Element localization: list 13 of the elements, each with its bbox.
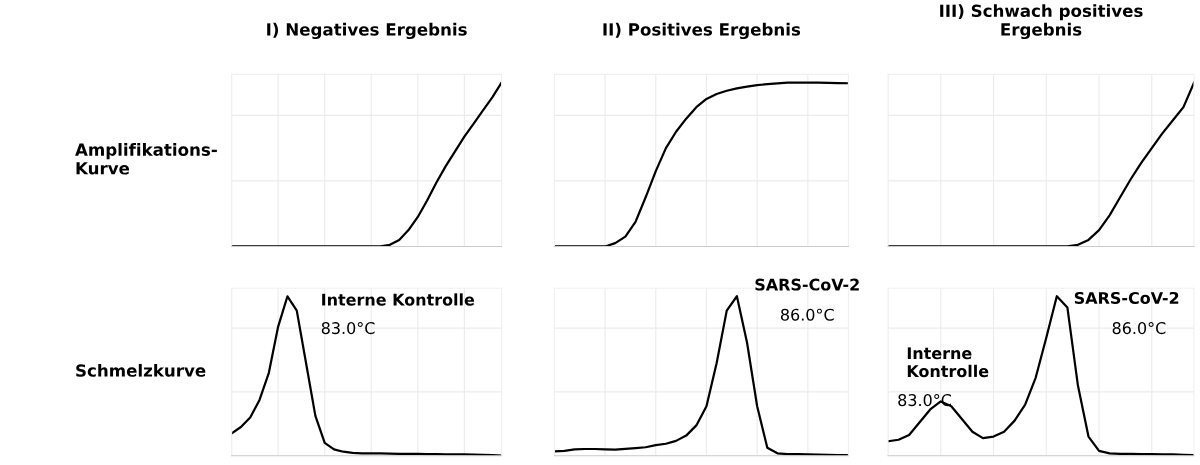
annotation: 86.0°C bbox=[1112, 322, 1166, 335]
chart-title: I) Negatives Ergebnis bbox=[267, 22, 467, 40]
y-axis-title: Amplifikations- Kurve bbox=[75, 143, 217, 175]
annotation: 83.0°C bbox=[321, 322, 375, 335]
annotation: SARS-CoV-2 bbox=[1074, 291, 1179, 305]
annotation: Interne Kontrolle bbox=[322, 293, 475, 306]
text: SARS-CoV-2 bbox=[755, 278, 859, 291]
chart-title: III) Schwach positives Ergebnis bbox=[940, 4, 1143, 40]
y-axis-title: Schmelzkurve bbox=[76, 363, 206, 377]
chart-title: II) Positives Ergebnis bbox=[603, 22, 801, 40]
annotation: 83.0°C bbox=[898, 394, 952, 407]
annotation: 86.0°C bbox=[780, 308, 834, 321]
annotation: Interne Kontrolle bbox=[907, 347, 989, 378]
